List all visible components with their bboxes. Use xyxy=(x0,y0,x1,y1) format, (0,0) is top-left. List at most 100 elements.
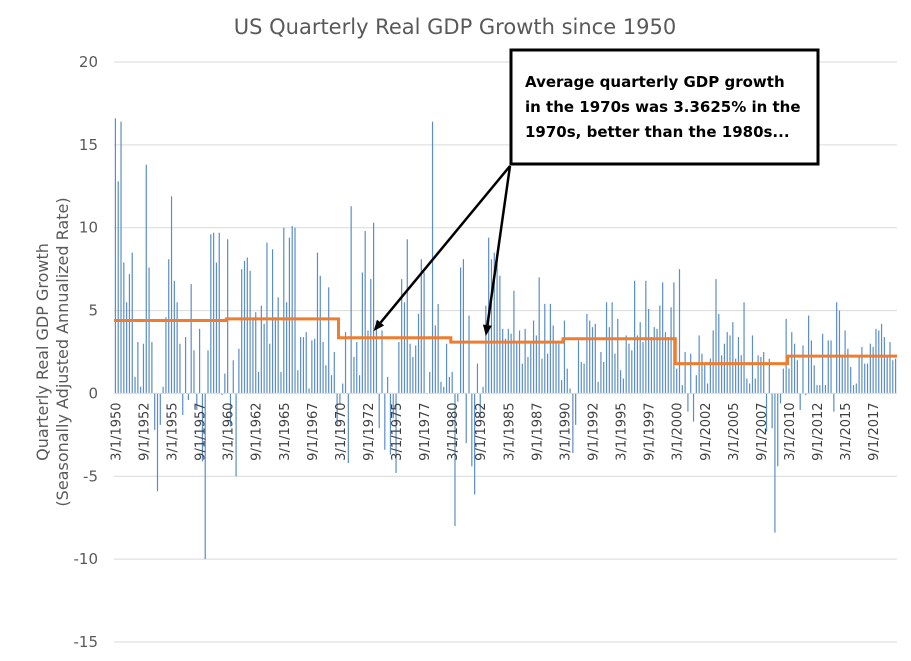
growth-bar xyxy=(597,381,599,394)
annotation-box xyxy=(509,48,820,166)
growth-bar xyxy=(114,118,117,394)
annotation-line-1: Average quarterly GDP growth xyxy=(525,73,785,91)
growth-bar xyxy=(788,368,790,394)
growth-bar xyxy=(291,226,293,394)
growth-bar xyxy=(541,358,543,394)
growth-bar xyxy=(168,259,170,394)
growth-bar xyxy=(605,302,608,394)
x-tick-label: 9/1/2017 xyxy=(867,402,882,460)
growth-bar xyxy=(575,393,577,425)
growth-bar xyxy=(142,343,145,394)
growth-bar xyxy=(687,393,689,412)
growth-bar xyxy=(328,287,330,394)
growth-bar xyxy=(518,330,521,394)
y-tick-label: 10 xyxy=(79,219,98,237)
growth-bar xyxy=(880,323,883,394)
growth-bar xyxy=(524,328,526,394)
growth-bar xyxy=(131,252,133,394)
growth-bar xyxy=(684,352,686,394)
growth-bar xyxy=(636,335,639,394)
annotation-arrows xyxy=(373,165,512,337)
growth-bar xyxy=(841,355,843,394)
growth-bar xyxy=(659,305,661,394)
growth-bar xyxy=(120,121,122,394)
x-tick-label: 9/1/1957 xyxy=(194,402,209,460)
growth-bar xyxy=(855,383,857,394)
growth-bar xyxy=(650,337,653,394)
growth-bar xyxy=(314,338,316,394)
growth-bar xyxy=(398,342,400,394)
growth-bar xyxy=(134,376,136,394)
y-axis-label-line-1: Quarterly Real GDP Growth xyxy=(33,243,52,461)
growth-bar xyxy=(274,317,276,394)
growth-bar xyxy=(690,353,692,394)
growth-bar xyxy=(760,356,762,394)
y-tick-label: 0 xyxy=(88,384,98,402)
x-tick-label: 3/1/1980 xyxy=(446,402,461,460)
growth-bar xyxy=(154,393,156,430)
growth-bar xyxy=(384,393,386,450)
growth-bar xyxy=(544,303,546,394)
growth-bar xyxy=(732,322,734,394)
x-tick-label: 9/1/2012 xyxy=(811,402,826,460)
growth-bar xyxy=(566,368,568,394)
growth-bar xyxy=(883,337,885,394)
growth-bar xyxy=(864,363,866,394)
growth-bar xyxy=(546,353,549,394)
growth-bar xyxy=(591,327,594,394)
growth-bar xyxy=(462,259,465,394)
growth-bar xyxy=(271,249,274,394)
growth-bar xyxy=(235,393,237,477)
growth-bar xyxy=(457,393,459,402)
growth-bar xyxy=(805,393,807,396)
growth-bar xyxy=(670,307,672,394)
growth-bar xyxy=(594,323,596,394)
growth-bar xyxy=(549,303,552,394)
x-tick-label: 3/1/2015 xyxy=(839,402,854,460)
growth-bar xyxy=(768,358,770,394)
growth-bar xyxy=(796,360,798,394)
growth-bar xyxy=(126,302,128,394)
growth-bar xyxy=(378,393,380,429)
annotation-arrow-shaft xyxy=(379,165,511,324)
growth-bar xyxy=(165,317,167,394)
growth-bar xyxy=(824,385,827,394)
growth-bar xyxy=(479,393,481,419)
growth-bar xyxy=(757,355,759,394)
growth-bar xyxy=(198,328,201,394)
growth-bar xyxy=(485,305,487,394)
growth-bar xyxy=(210,234,212,394)
x-tick-label: 3/1/1965 xyxy=(278,402,293,460)
growth-bar xyxy=(889,342,891,394)
growth-bar xyxy=(779,393,782,404)
growth-bar xyxy=(844,330,846,394)
growth-bar xyxy=(886,356,888,394)
growth-bar xyxy=(746,378,748,394)
annotation-arrow-shaft xyxy=(486,165,512,326)
growth-bar xyxy=(648,308,650,394)
growth-bar xyxy=(589,320,591,394)
growth-bar xyxy=(676,368,678,394)
growth-bar xyxy=(802,345,804,394)
growth-bar xyxy=(471,393,473,467)
growth-bar xyxy=(482,386,484,394)
growth-bar xyxy=(137,342,139,394)
growth-bar xyxy=(499,275,501,394)
growth-bar xyxy=(176,302,178,394)
x-tick-label: 9/1/1962 xyxy=(250,402,265,460)
growth-bar xyxy=(305,332,307,394)
y-tick-label: 5 xyxy=(88,302,98,320)
growth-bar xyxy=(238,348,240,394)
x-tick-label: 3/1/1995 xyxy=(615,402,630,460)
growth-bar xyxy=(201,393,204,462)
growth-bar xyxy=(819,385,821,394)
growth-bar xyxy=(474,393,476,495)
growth-bar xyxy=(182,393,184,415)
growth-bar xyxy=(625,335,627,394)
x-tick-label: 3/1/2010 xyxy=(783,402,798,460)
growth-bar xyxy=(878,330,880,394)
growth-bar xyxy=(204,393,206,560)
growth-bar xyxy=(892,360,894,394)
growth-bar xyxy=(403,302,406,394)
growth-bar xyxy=(701,353,703,394)
